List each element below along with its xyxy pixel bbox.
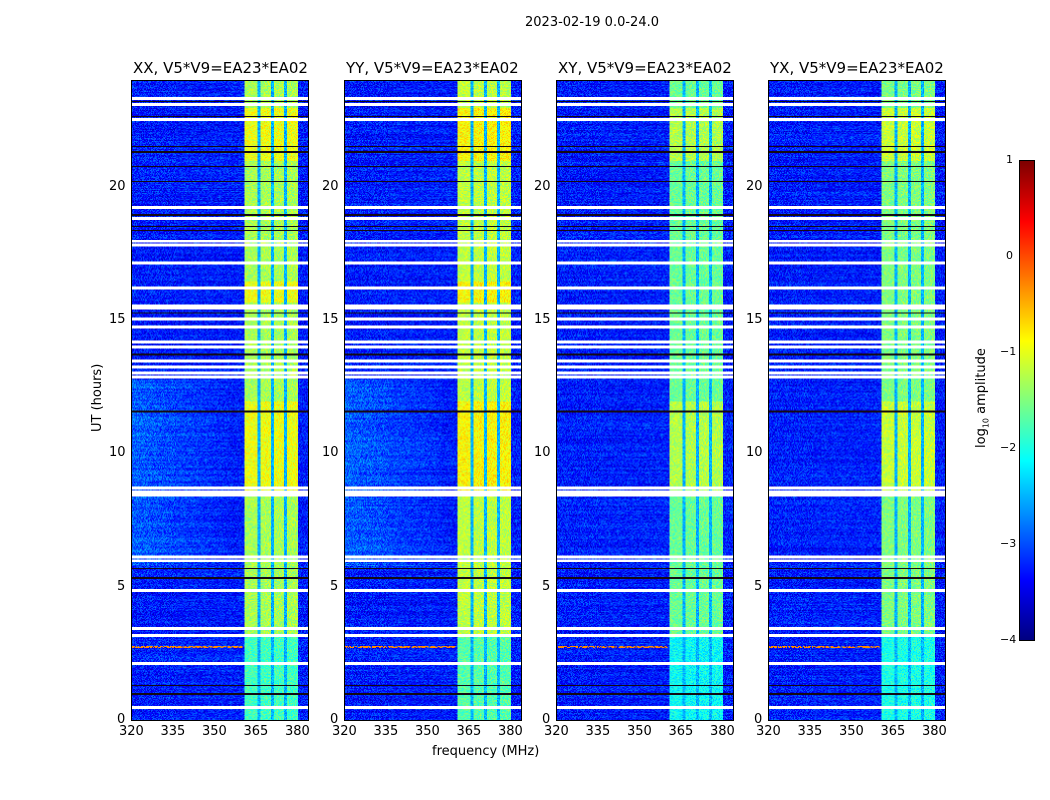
y-tick-label: 10 (534, 445, 551, 461)
y-tick-label: 15 (109, 312, 126, 327)
x-tick-label: 335 (585, 724, 611, 739)
colorbar-label: log10 amplitude (974, 348, 991, 448)
y-tick-label: 0 (754, 712, 763, 727)
y-tick-label: 20 (322, 178, 339, 194)
spectrogram-panel (344, 80, 522, 721)
x-tick-label: 335 (373, 724, 399, 739)
x-tick-label: 365 (880, 724, 906, 739)
y-tick-label: 5 (330, 578, 339, 594)
y-tick-label: 20 (109, 178, 126, 194)
y-tick-label: 20 (746, 178, 763, 194)
x-tick-label: 380 (284, 724, 310, 739)
y-tick-label: 10 (322, 445, 339, 461)
panel-title: YX, V5*V9=EA23*EA02 (770, 59, 944, 77)
colorbar-tick-label: −4 (1000, 633, 1017, 646)
y-tick-label: 15 (534, 312, 551, 327)
y-tick-label: 5 (117, 578, 126, 594)
y-tick-label: 10 (109, 445, 126, 461)
x-axis-label: frequency (MHz) (432, 744, 540, 759)
y-tick-label: 5 (754, 578, 763, 594)
x-tick-label: 350 (838, 724, 864, 739)
x-tick-label: 335 (797, 724, 823, 739)
x-tick-label: 365 (243, 724, 269, 739)
spectrogram-panel (556, 80, 734, 721)
x-tick-label: 320 (544, 724, 569, 739)
x-tick-label: 365 (456, 724, 482, 739)
x-tick-label: 320 (119, 724, 144, 739)
colorbar-tick-label: 0 (1006, 249, 1013, 262)
spectrogram-panel (131, 80, 309, 721)
x-tick-label: 380 (921, 724, 947, 739)
y-tick-label: 20 (534, 178, 551, 194)
y-tick-label: 0 (330, 712, 339, 727)
y-tick-label: 15 (322, 312, 339, 327)
x-tick-label: 365 (668, 724, 694, 739)
panel-title: YY, V5*V9=EA23*EA02 (346, 59, 519, 77)
colorbar-tick-label: 1 (1006, 153, 1013, 166)
x-tick-label: 380 (497, 724, 523, 739)
y-tick-label: 0 (117, 712, 126, 727)
colorbar-tick-label: −3 (1000, 537, 1017, 550)
x-tick-label: 350 (201, 724, 227, 739)
x-tick-label: 380 (709, 724, 735, 739)
y-tick-label: 10 (746, 445, 763, 461)
panel-title: XY, V5*V9=EA23*EA02 (558, 59, 732, 77)
x-tick-label: 350 (414, 724, 440, 739)
y-tick-label: 0 (542, 712, 551, 727)
y-tick-label: 15 (746, 312, 763, 327)
x-tick-label: 320 (756, 724, 781, 739)
colorbar (1019, 160, 1035, 641)
figure-title: 2023-02-19 0.0-24.0 (525, 15, 659, 30)
x-tick-label: 350 (626, 724, 652, 739)
y-axis-label: UT (hours) (90, 363, 105, 432)
x-tick-label: 320 (332, 724, 357, 739)
colorbar-tick-label: −1 (1000, 345, 1017, 358)
x-tick-label: 335 (160, 724, 186, 739)
colorbar-tick-label: −2 (1000, 441, 1017, 454)
y-tick-label: 5 (542, 578, 551, 594)
panel-title: XX, V5*V9=EA23*EA02 (133, 59, 308, 77)
spectrogram-panel (768, 80, 946, 721)
